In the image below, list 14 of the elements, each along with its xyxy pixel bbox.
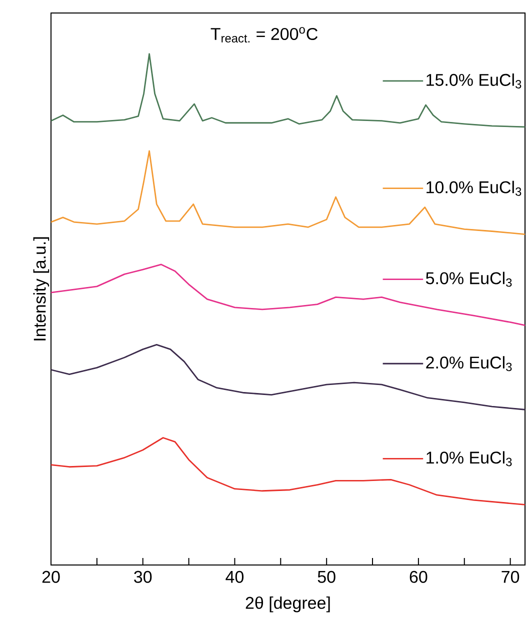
legend-label: 5.0% EuCl$_{3}$: [426, 272, 512, 287]
x-tick-label: 40: [226, 570, 244, 583]
text: T$_{react.}$ = 200$^{o}$C: [211, 27, 318, 43]
x-tick-label: 70: [502, 570, 520, 583]
legend-label: 2.0% EuCl$_{3}$: [426, 356, 512, 372]
x-tick-label: 20: [42, 570, 60, 583]
legend-label: 10.0% EuCl$_{3}$: [426, 180, 522, 196]
y-axis-title: Intensity [a.u.]: [34, 237, 50, 340]
x-axis-title: 2θ [degree]: [246, 596, 330, 612]
legend-label: 1.0% EuCl$_{3}$: [426, 451, 512, 466]
legend-label: 15.0% EuCl$_{3}$: [426, 73, 522, 88]
x-tick-label: 30: [134, 570, 152, 583]
x-tick-label: 50: [318, 570, 336, 583]
x-tick-label: 60: [410, 570, 428, 583]
